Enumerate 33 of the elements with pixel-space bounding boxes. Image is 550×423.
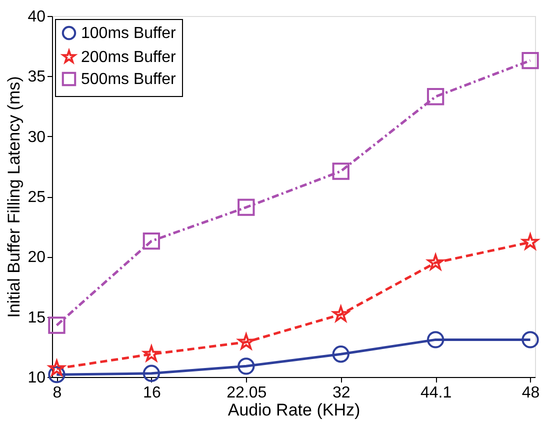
point (522, 52, 539, 70)
point (332, 306, 350, 322)
x-tick-label: 48 (522, 384, 540, 402)
point (48, 366, 66, 384)
x-tick-label: 16 (143, 384, 161, 402)
point (48, 360, 65, 376)
y-tick-label: 25 (28, 189, 46, 206)
y-tick-label: 20 (28, 249, 46, 266)
point (332, 162, 350, 180)
x-tick-label: 8 (52, 384, 62, 402)
point (522, 331, 539, 348)
point (142, 232, 160, 250)
legend-label: 500ms Buffer (81, 71, 177, 88)
y-tick-label: 30 (28, 128, 46, 146)
legend-label: 200ms Buffer (81, 49, 177, 66)
x-tick-label: 22.05 (226, 384, 267, 402)
x-axis-title: Audio Rate (KHz) (228, 400, 360, 420)
point (238, 358, 255, 375)
y-tick-label: 10 (28, 370, 46, 386)
y-axis-title: Initial Buffer Filling Latency (ms) (4, 76, 24, 318)
y-tick-label: 40 (28, 8, 46, 26)
legend-label: 100ms Buffer (81, 25, 177, 42)
x-tick-label: 44.1 (420, 384, 452, 402)
y-tick-label: 15 (28, 309, 46, 326)
point (48, 316, 66, 334)
point (522, 234, 538, 250)
point (332, 346, 350, 363)
point (238, 198, 255, 216)
x-tick-label: 32 (332, 384, 350, 402)
point (142, 364, 160, 382)
point (426, 88, 444, 106)
y-tick-label: 35 (28, 68, 46, 86)
point (426, 331, 444, 348)
